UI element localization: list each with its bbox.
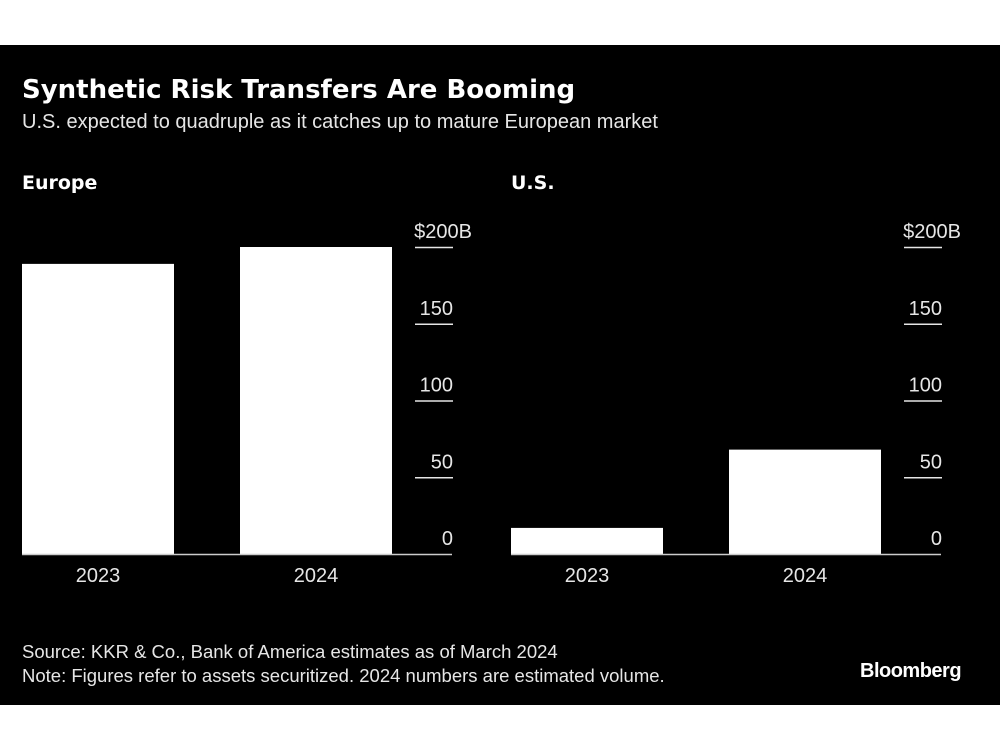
us-y-tick-label: 50	[920, 451, 942, 473]
chart-title: Synthetic Risk Transfers Are Booming	[22, 75, 576, 105]
us-y-tick-label: 100	[909, 375, 942, 397]
us-y-tick-label: $200B	[903, 221, 961, 243]
europe-x-tick-label: 2023	[76, 565, 121, 587]
europe-y-tick-label: 50	[431, 451, 453, 473]
us-bar-2023	[511, 527, 663, 554]
bloomberg-logo: Bloomberg	[860, 660, 962, 682]
us-y-tick-label: 150	[909, 298, 942, 320]
europe-y-tick-label: 100	[420, 375, 453, 397]
europe-bar-2024	[240, 247, 392, 554]
source-note: Source: KKR & Co., Bank of America estim…	[22, 641, 558, 662]
chart-panel: Synthetic Risk Transfers Are Booming U.S…	[0, 45, 1000, 705]
europe-x-tick-label: 2024	[294, 565, 339, 587]
europe-bar-2023	[22, 263, 174, 554]
europe-y-tick-label: 150	[420, 298, 453, 320]
us-x-tick-label: 2023	[565, 565, 610, 587]
footnote: Note: Figures refer to assets securitize…	[22, 665, 665, 686]
chart-subtitle: U.S. expected to quadruple as it catches…	[22, 111, 658, 133]
us-y-tick-label: 0	[931, 528, 942, 550]
bar-charts: 2023 2024 0 50 100 150 $200B 2023 2024 0 50 100 150 $…	[22, 221, 961, 587]
europe-y-tick-label: $200B	[414, 221, 472, 243]
us-x-tick-label: 2024	[783, 565, 828, 587]
europe-panel-title: Europe	[22, 172, 98, 194]
us-bar-2024	[729, 449, 881, 554]
europe-y-tick-label: 0	[442, 528, 453, 550]
us-panel-title: U.S.	[511, 172, 555, 194]
